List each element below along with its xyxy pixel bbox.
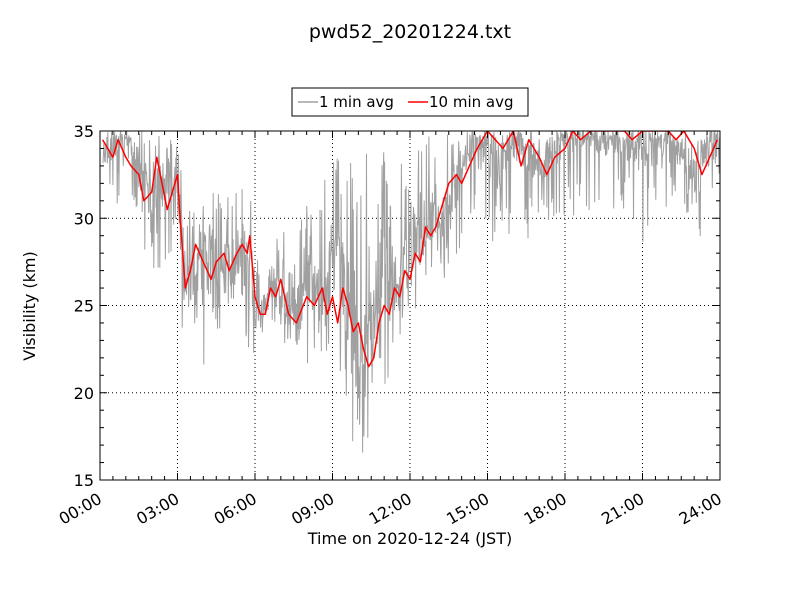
legend: 1 min avg 10 min avg bbox=[291, 87, 529, 117]
y-tick-label: 35 bbox=[74, 122, 94, 141]
y-axis-label: Visibility (km) bbox=[20, 251, 39, 360]
x-tick-label: 12:00 bbox=[366, 489, 415, 529]
x-tick-label: 21:00 bbox=[598, 489, 647, 529]
y-tick-label: 30 bbox=[74, 209, 94, 228]
x-tick-label: 15:00 bbox=[443, 489, 492, 529]
y-tick-label: 20 bbox=[74, 384, 94, 403]
series-10min-avg bbox=[101, 131, 719, 368]
series-1min-line bbox=[102, 131, 720, 453]
x-tick-label: 24:00 bbox=[676, 489, 725, 529]
x-axis-label: Time on 2020-12-24 (JST) bbox=[307, 529, 512, 548]
x-tick-label: 00:00 bbox=[56, 489, 105, 529]
x-tick-label: 06:00 bbox=[211, 489, 260, 529]
x-tick-label: 18:00 bbox=[521, 489, 570, 529]
y-tick-labels: 15 20 25 30 35 bbox=[74, 122, 94, 490]
x-tick-label: 09:00 bbox=[288, 489, 337, 529]
x-tick-labels: 00:00 03:00 06:00 09:00 12:00 15:00 18:00 21:00… bbox=[56, 489, 725, 529]
ticks bbox=[99, 130, 721, 481]
series-10min-line bbox=[101, 131, 719, 368]
grid bbox=[100, 131, 720, 480]
x-tick-label: 03:00 bbox=[133, 489, 182, 529]
chart-title: pwd52_20201224.txt bbox=[309, 21, 511, 43]
series-1min-avg bbox=[102, 131, 720, 453]
legend-label-1min: 1 min avg bbox=[319, 93, 394, 111]
y-tick-label: 25 bbox=[74, 297, 94, 316]
legend-label-10min: 10 min avg bbox=[429, 93, 514, 111]
y-tick-label: 15 bbox=[74, 471, 94, 490]
